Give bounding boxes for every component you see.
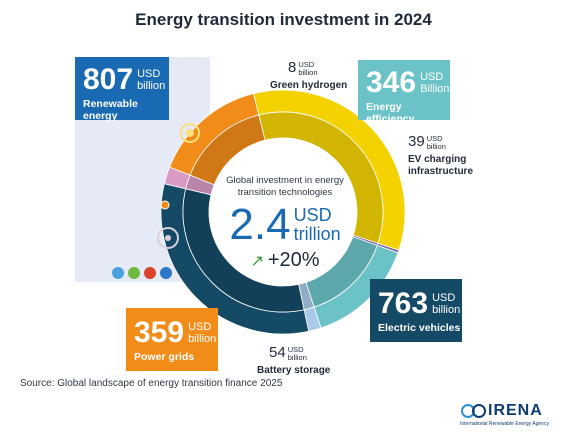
efficiency-unit: USD Billion [420, 71, 450, 95]
sun-icon [180, 123, 200, 143]
power-grids-label: 359 USD billion Power grids [126, 308, 218, 371]
total-value: 2.4 [229, 200, 291, 249]
ev-unit: USD billion [432, 292, 461, 316]
wind-icon [157, 227, 179, 249]
growth-row: ↗ +20% [215, 249, 355, 272]
center-summary: Global investment in energy transition t… [215, 175, 355, 272]
hydrogen-unit: USD billion [298, 60, 318, 77]
flame-icon [144, 267, 156, 279]
energy-efficiency-label: 346 USD Billion Energy efficiency [358, 60, 450, 125]
efficiency-value: 346 [366, 66, 417, 99]
ev-charging-name: EV charging infrastructure [408, 154, 474, 177]
ev-charging-unit: USD billion [426, 134, 446, 151]
chart-title: Energy transition investment in 2024 [135, 10, 432, 29]
growth-value: +20% [267, 249, 320, 271]
grids-name: Power grids [134, 351, 195, 363]
renewable-value: 807 [83, 63, 134, 96]
center-subtitle: Global investment in energy transition t… [226, 175, 344, 198]
donut-center [209, 138, 357, 286]
irena-logo: IRENA International Renewable Energy Age… [460, 402, 555, 427]
total-row: 2.4 USD trillion [215, 203, 355, 247]
hydrogen-marker-icon [160, 200, 170, 210]
ev-charging-label: 39 USD billion EV charging infrastructure [408, 134, 473, 178]
ev-name: Electric vehicles [378, 322, 461, 334]
efficiency-name: Energy efficiency [366, 101, 415, 125]
grids-unit: USD billion [188, 321, 217, 345]
ev-value: 763 [378, 287, 429, 320]
renewable-name: Renewable energy [83, 98, 138, 122]
grids-value: 359 [134, 316, 185, 349]
logo-wordmark: IRENA [488, 402, 543, 419]
total-unit: USD trillion [293, 205, 341, 244]
irena-emblem-icon [461, 404, 486, 418]
renewable-unit: USD billion [137, 68, 166, 92]
battery-value: 54 [269, 344, 286, 361]
green-hydrogen-label: 8 USD billion Green hydrogen [270, 60, 347, 92]
battery-storage-label: 54 USD billion Battery storage [257, 345, 330, 377]
hydrogen-value: 8 [288, 59, 297, 76]
logo-tagline: International Renewable Energy Agency [460, 421, 549, 428]
battery-unit: USD billion [287, 345, 307, 362]
source-note: Source: Global landscape of energy trans… [20, 378, 283, 389]
electric-vehicles-label: 763 USD billion Electric vehicles [370, 279, 462, 342]
battery-name: Battery storage [257, 365, 331, 376]
leaf-icon [128, 267, 140, 279]
recycle-icon [160, 267, 172, 279]
renewable-energy-label: 807 USD billion Renewable energy [75, 57, 169, 122]
water-icon [112, 267, 124, 279]
hydrogen-name: Green hydrogen [270, 80, 348, 91]
arrow-up-icon: ↗ [250, 253, 264, 270]
ev-charging-value: 39 [408, 133, 425, 150]
